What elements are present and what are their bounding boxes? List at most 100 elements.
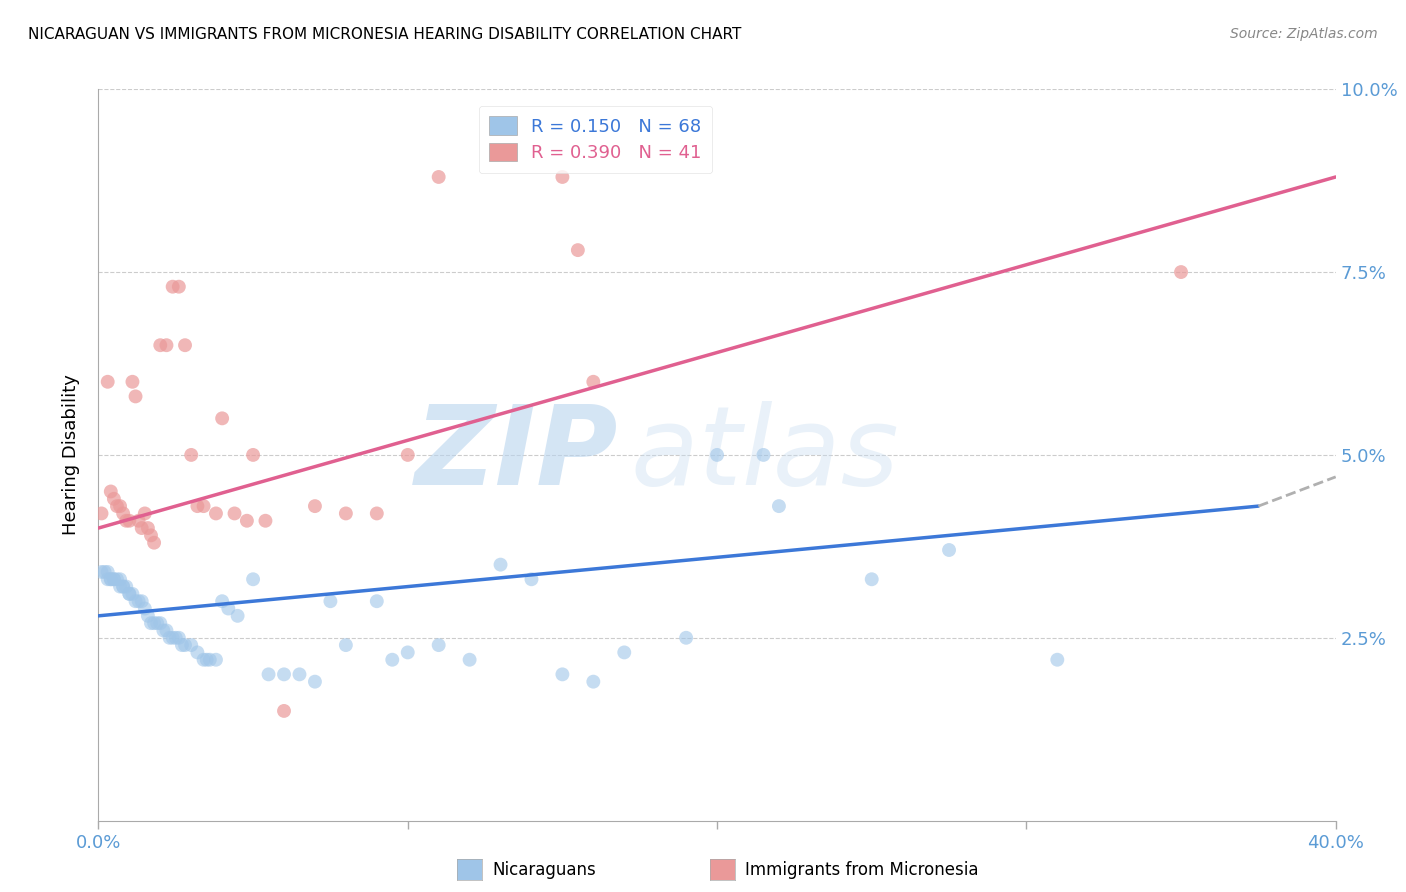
Point bbox=[224, 507, 246, 521]
Y-axis label: Hearing Disability: Hearing Disability bbox=[62, 375, 80, 535]
Point bbox=[118, 587, 141, 601]
Point bbox=[167, 279, 190, 293]
Point bbox=[139, 528, 162, 542]
Point bbox=[217, 601, 239, 615]
Point bbox=[489, 558, 512, 572]
Point bbox=[567, 243, 589, 257]
Point bbox=[118, 587, 141, 601]
Point bbox=[335, 638, 357, 652]
Point bbox=[124, 389, 146, 403]
Point bbox=[706, 448, 728, 462]
Point bbox=[381, 653, 404, 667]
Point bbox=[366, 507, 388, 521]
Point bbox=[427, 169, 450, 184]
Point bbox=[180, 448, 202, 462]
Point bbox=[752, 448, 775, 462]
Point bbox=[186, 645, 208, 659]
Point bbox=[195, 653, 218, 667]
Point bbox=[136, 608, 159, 623]
Point bbox=[100, 572, 122, 586]
Text: NICARAGUAN VS IMMIGRANTS FROM MICRONESIA HEARING DISABILITY CORRELATION CHART: NICARAGUAN VS IMMIGRANTS FROM MICRONESIA… bbox=[28, 27, 741, 42]
Point bbox=[112, 507, 135, 521]
Point bbox=[675, 631, 697, 645]
Point bbox=[146, 616, 169, 631]
Point bbox=[174, 638, 197, 652]
Text: ZIP: ZIP bbox=[415, 401, 619, 508]
Point bbox=[97, 572, 120, 586]
Point bbox=[226, 608, 249, 623]
Point bbox=[108, 572, 131, 586]
Point bbox=[242, 572, 264, 586]
Point bbox=[193, 653, 215, 667]
Point bbox=[860, 572, 883, 586]
Point bbox=[162, 631, 184, 645]
Point bbox=[121, 375, 143, 389]
Point bbox=[205, 653, 228, 667]
Point bbox=[304, 674, 326, 689]
Point bbox=[174, 338, 197, 352]
Point bbox=[186, 499, 208, 513]
Point bbox=[118, 514, 141, 528]
Point bbox=[165, 631, 187, 645]
Text: Source: ZipAtlas.com: Source: ZipAtlas.com bbox=[1230, 27, 1378, 41]
Point bbox=[273, 667, 295, 681]
Point bbox=[236, 514, 259, 528]
Point bbox=[205, 507, 228, 521]
Point bbox=[139, 616, 162, 631]
Point bbox=[427, 638, 450, 652]
Point bbox=[131, 594, 153, 608]
Point bbox=[115, 580, 138, 594]
Point bbox=[167, 631, 190, 645]
Point bbox=[170, 638, 193, 652]
Point bbox=[582, 375, 605, 389]
Point bbox=[551, 667, 574, 681]
Point bbox=[134, 601, 156, 615]
Point bbox=[124, 594, 146, 608]
Point bbox=[108, 499, 131, 513]
Point bbox=[90, 565, 112, 579]
Point bbox=[105, 572, 128, 586]
Point bbox=[938, 543, 960, 558]
Point bbox=[152, 624, 174, 638]
Point bbox=[198, 653, 221, 667]
Point bbox=[242, 448, 264, 462]
Text: atlas: atlas bbox=[630, 401, 898, 508]
Point bbox=[112, 580, 135, 594]
Point bbox=[520, 572, 543, 586]
Legend: R = 0.150   N = 68, R = 0.390   N = 41: R = 0.150 N = 68, R = 0.390 N = 41 bbox=[478, 105, 713, 173]
Point bbox=[97, 565, 120, 579]
Point bbox=[254, 514, 277, 528]
Point bbox=[121, 587, 143, 601]
Point bbox=[90, 507, 112, 521]
Point bbox=[105, 499, 128, 513]
Point bbox=[396, 645, 419, 659]
Point bbox=[93, 565, 115, 579]
Point bbox=[180, 638, 202, 652]
Text: Immigrants from Micronesia: Immigrants from Micronesia bbox=[745, 861, 979, 879]
Point bbox=[112, 580, 135, 594]
Point bbox=[211, 411, 233, 425]
Point bbox=[103, 572, 125, 586]
Point bbox=[193, 499, 215, 513]
Point bbox=[288, 667, 311, 681]
Point bbox=[1046, 653, 1069, 667]
Point bbox=[128, 594, 150, 608]
Point bbox=[97, 375, 120, 389]
Point bbox=[143, 616, 166, 631]
Point bbox=[582, 674, 605, 689]
Point bbox=[211, 594, 233, 608]
Point bbox=[100, 572, 122, 586]
Point bbox=[128, 514, 150, 528]
Point bbox=[159, 631, 181, 645]
Point bbox=[155, 624, 177, 638]
Text: Nicaraguans: Nicaraguans bbox=[492, 861, 596, 879]
Point bbox=[149, 616, 172, 631]
Point bbox=[149, 338, 172, 352]
Point bbox=[335, 507, 357, 521]
Point bbox=[613, 645, 636, 659]
Point bbox=[366, 594, 388, 608]
Point bbox=[103, 491, 125, 506]
Point bbox=[319, 594, 342, 608]
Point bbox=[162, 279, 184, 293]
Point bbox=[304, 499, 326, 513]
